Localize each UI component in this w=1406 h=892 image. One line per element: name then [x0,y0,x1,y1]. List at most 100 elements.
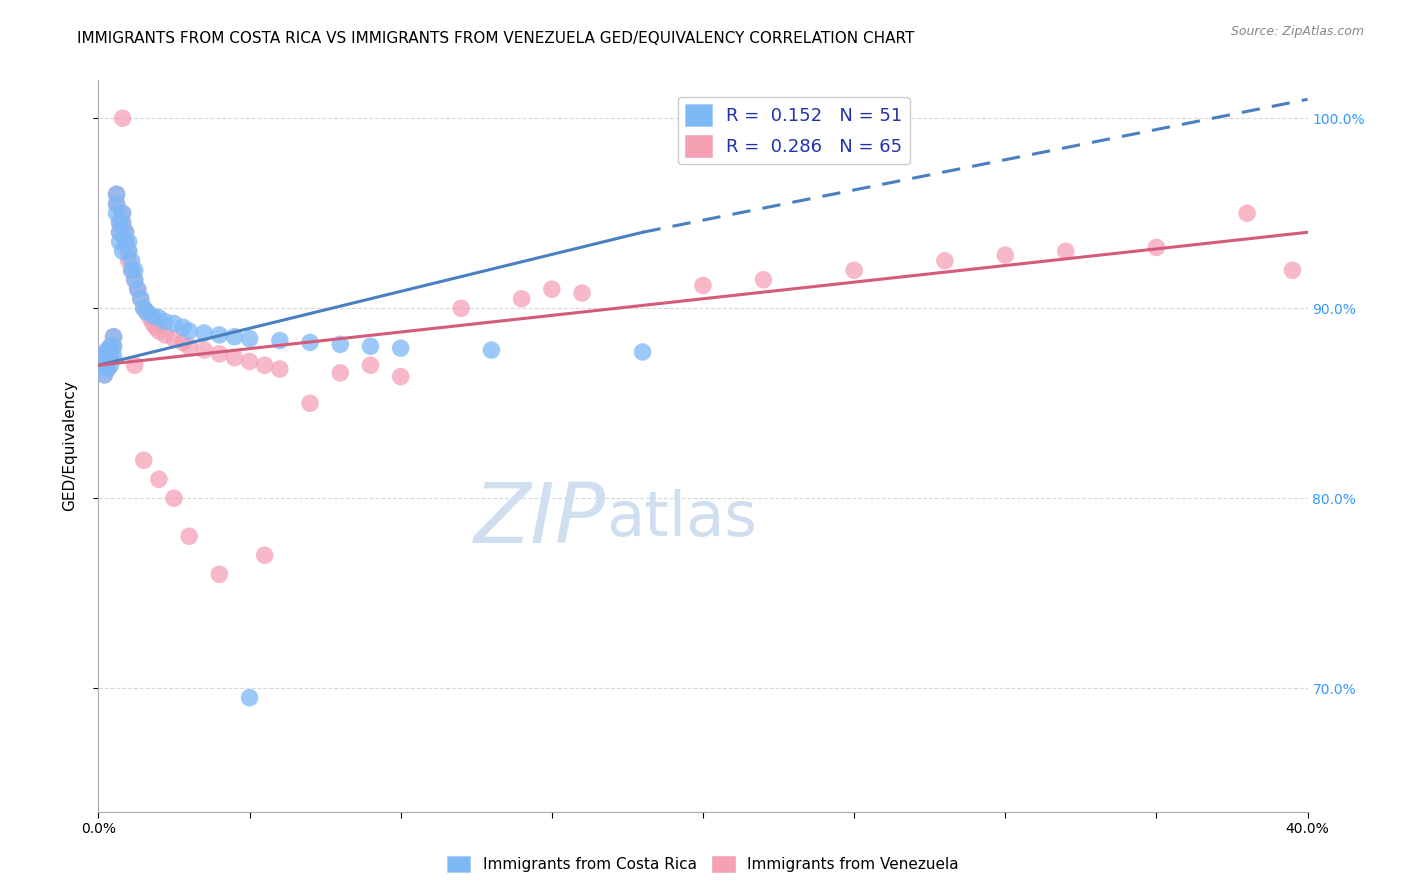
Point [631,345,654,359]
Text: ZIP: ZIP [474,479,606,559]
Point [139,310,162,325]
Point [135,305,157,319]
Point [299,335,322,350]
Point [132,301,155,316]
Point [96,354,118,368]
Point [111,216,134,230]
Y-axis label: GED/Equivalency: GED/Equivalency [63,381,77,511]
Point [121,253,143,268]
Point [105,187,128,202]
Point [93,368,115,382]
Point [163,317,186,331]
Point [111,112,134,126]
Point [239,690,262,705]
Point [299,396,322,410]
Point [193,343,215,357]
Point [103,330,125,344]
Point [124,273,146,287]
Point [481,343,503,357]
Point [118,244,141,259]
Point [114,225,136,239]
Point [450,301,472,316]
Point [934,253,956,268]
Point [253,358,276,372]
Point [179,324,201,338]
Point [127,282,149,296]
Point [103,339,125,353]
Point [153,327,176,342]
Point [108,225,131,239]
Point [111,244,134,259]
Legend: R =  0.152   N = 51, R =  0.286   N = 65: R = 0.152 N = 51, R = 0.286 N = 65 [678,96,910,164]
Point [100,349,122,363]
Point [163,332,186,346]
Point [105,196,128,211]
Point [100,339,122,353]
Point [148,324,170,338]
Point [93,358,115,372]
Point [148,310,170,325]
Point [90,349,112,363]
Point [132,301,155,316]
Point [239,354,262,368]
Point [100,349,122,363]
Point [142,309,165,323]
Point [93,358,115,372]
Point [172,335,194,350]
Point [193,326,215,340]
Point [179,339,201,353]
Point [96,362,118,376]
Point [1236,206,1258,220]
Point [208,347,231,361]
Point [103,330,125,344]
Point [129,292,152,306]
Point [108,225,131,239]
Point [135,305,157,319]
Point [121,263,143,277]
Point [114,235,136,249]
Point [208,327,231,342]
Point [111,216,134,230]
Legend: Immigrants from Costa Rica, Immigrants from Venezuela: Immigrants from Costa Rica, Immigrants f… [440,848,966,880]
Point [752,273,775,287]
Point [96,343,118,357]
Point [124,273,146,287]
Point [844,263,866,277]
Point [100,358,122,372]
Point [124,263,146,277]
Point [96,362,118,376]
Point [127,282,149,296]
Point [103,339,125,353]
Point [360,358,382,372]
Point [129,292,152,306]
Point [208,567,231,582]
Point [114,225,136,239]
Point [114,235,136,249]
Point [389,341,412,355]
Point [118,235,141,249]
Point [148,472,170,486]
Point [108,216,131,230]
Point [163,491,186,506]
Point [103,349,125,363]
Point [510,292,533,306]
Point [1054,244,1077,259]
Point [96,354,118,368]
Point [124,358,146,372]
Point [360,339,382,353]
Point [571,286,593,301]
Point [105,206,128,220]
Point [118,253,141,268]
Point [994,248,1017,262]
Text: Source: ZipAtlas.com: Source: ZipAtlas.com [1230,25,1364,38]
Point [224,330,246,344]
Point [253,548,276,562]
Point [111,206,134,220]
Point [329,366,352,380]
Point [172,320,194,334]
Text: atlas: atlas [606,489,758,549]
Point [121,263,143,277]
Point [132,453,155,467]
Point [96,343,118,357]
Point [179,529,201,543]
